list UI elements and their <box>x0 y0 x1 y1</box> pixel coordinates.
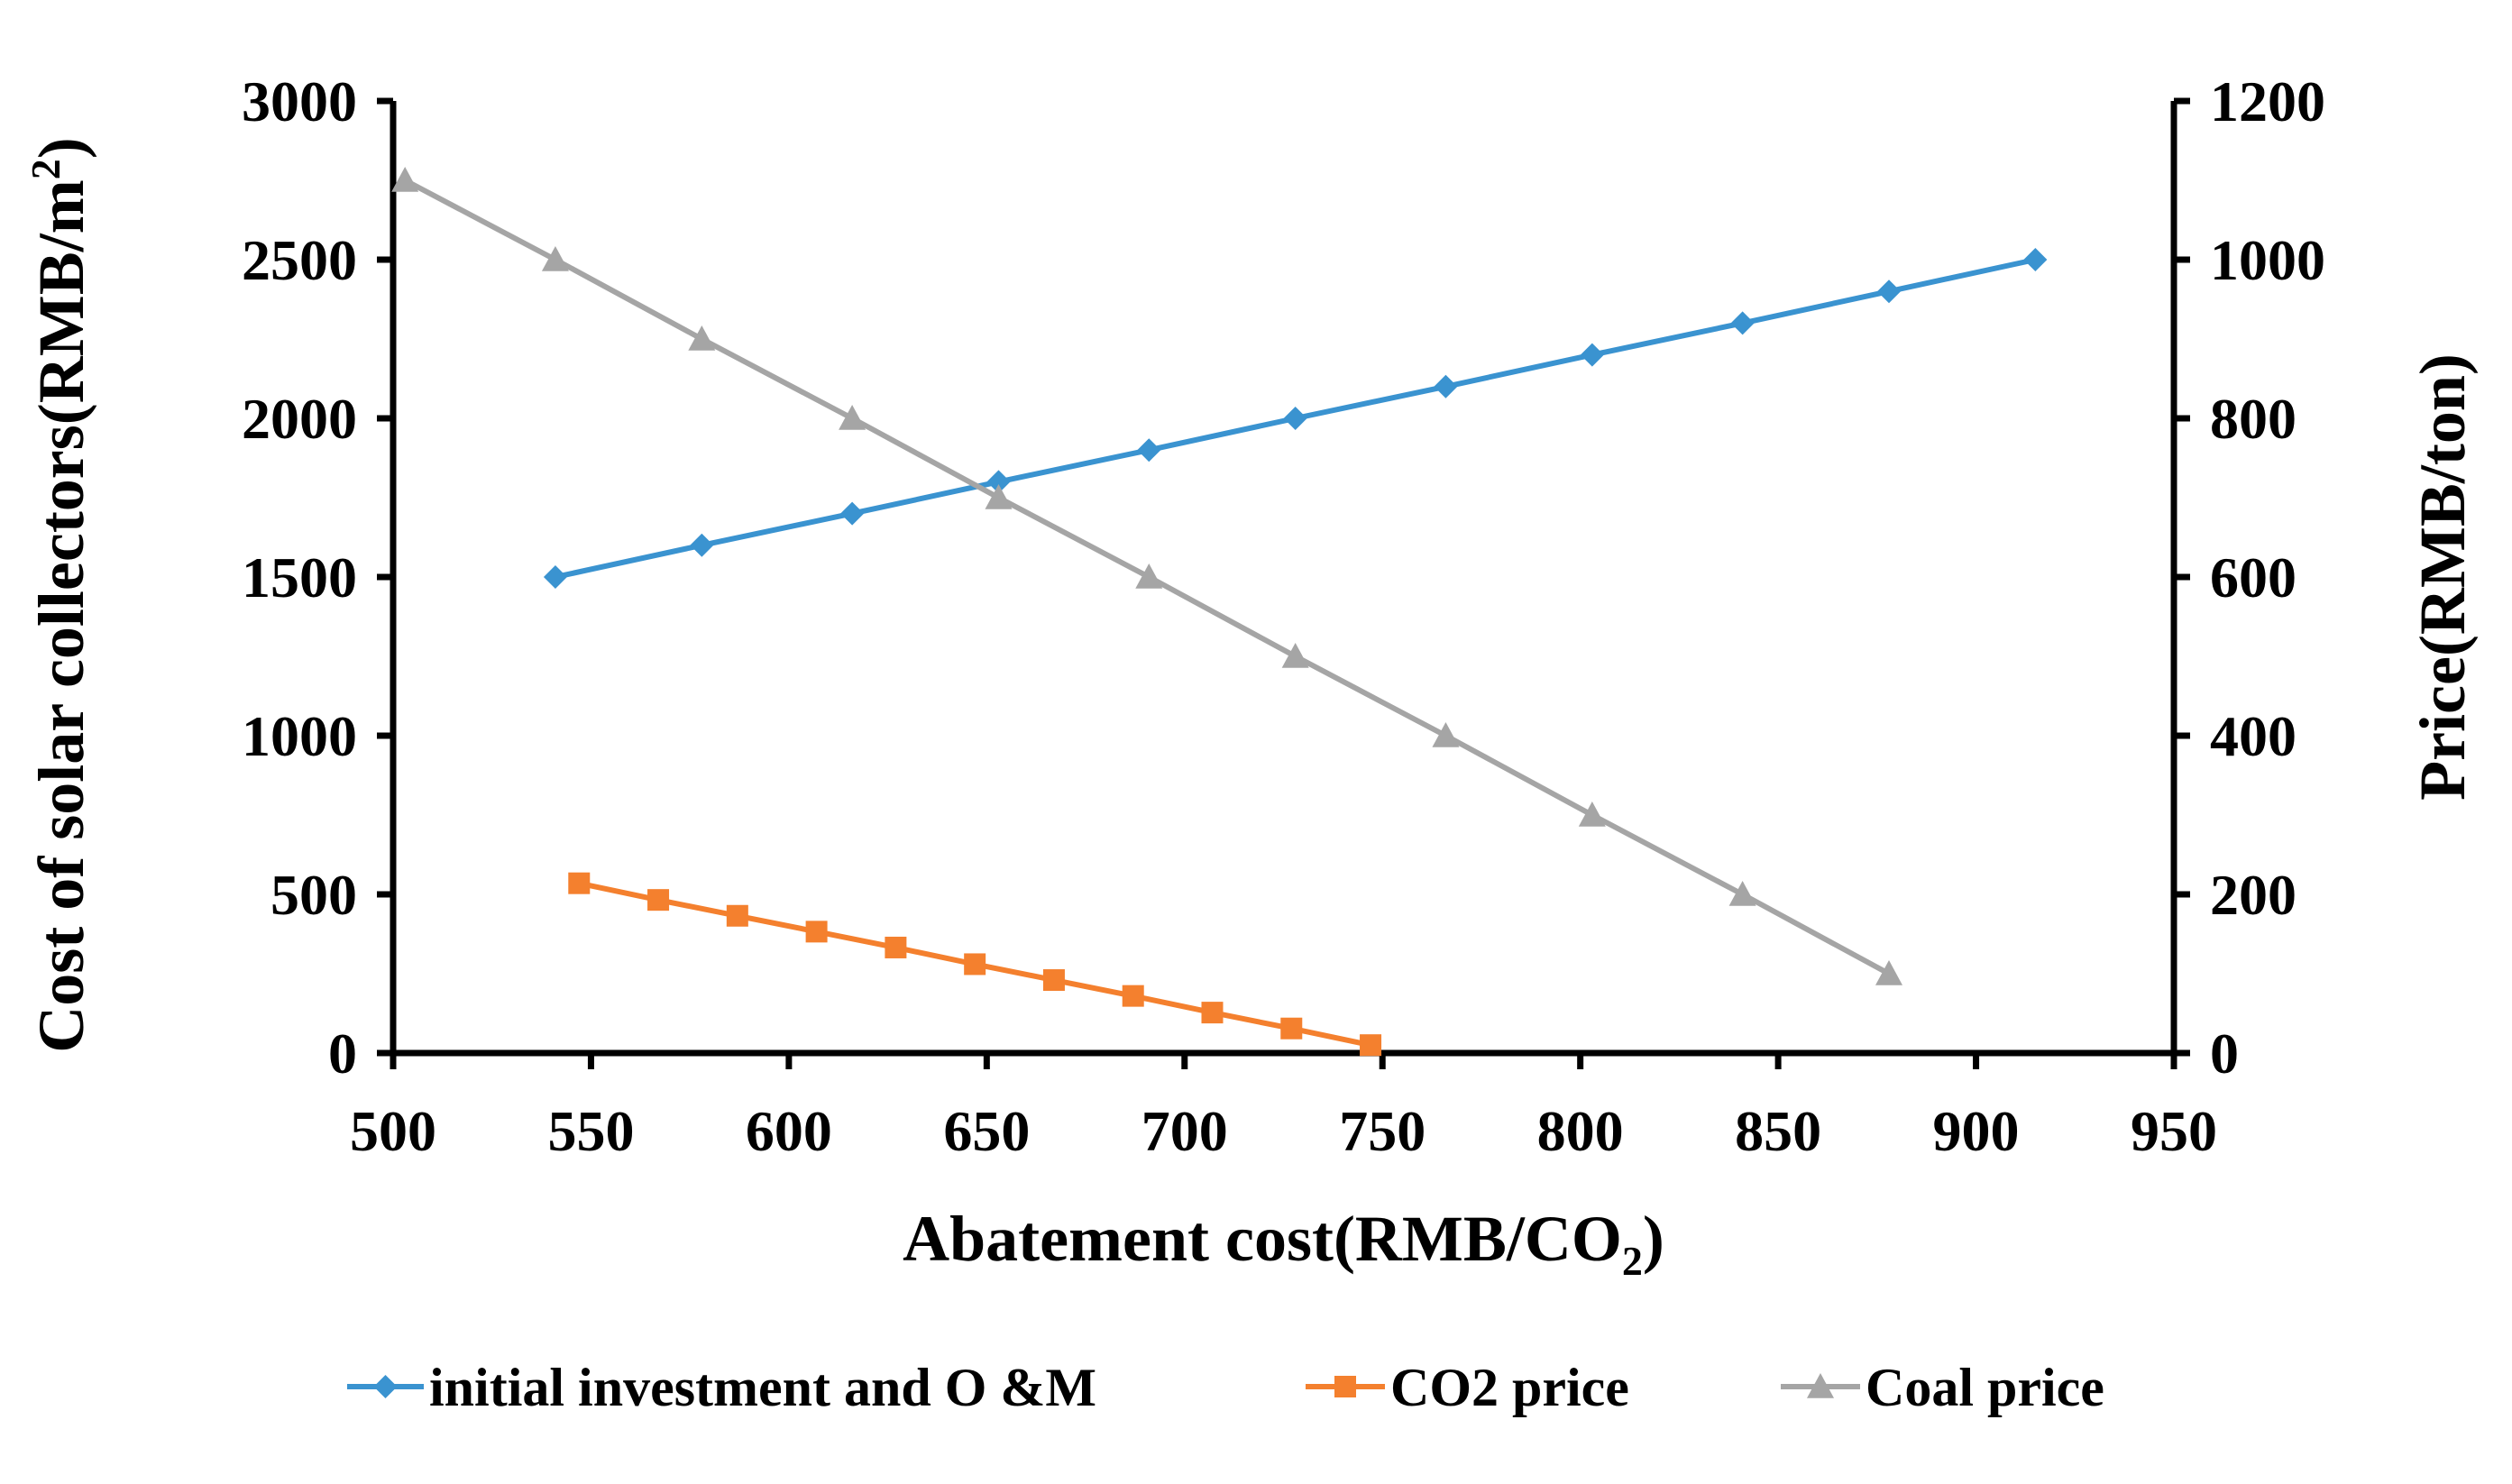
x-axis-tick-label: 700 <box>1141 1099 1228 1163</box>
legend: initial investment and O &M CO2 price Coal… <box>347 1358 2104 1417</box>
legend-label-coal-price: Coal price <box>1866 1358 2104 1417</box>
plot-series <box>391 167 2048 1057</box>
left-axis-tick-label: 2000 <box>242 387 357 451</box>
legend-marker-co2-price <box>1334 1376 1356 1397</box>
x-axis-tick-label: 750 <box>1339 1099 1426 1163</box>
right-axis-tick-label: 1000 <box>2210 228 2325 292</box>
right-axis-tick-label: 800 <box>2210 387 2297 451</box>
legend-label-initial-investment-and-o-m: initial investment and O &M <box>429 1358 1096 1417</box>
x-axis-title: Abatement cost(RMB/CO2) <box>903 1203 1664 1284</box>
data-point-co2-price <box>805 921 828 943</box>
data-point-coal-price <box>1281 643 1309 668</box>
data-point-coal-price <box>1578 802 1606 827</box>
data-point-co2-price <box>1280 1017 1303 1040</box>
data-point-co2-price <box>1201 1002 1224 1024</box>
data-point-coal-price <box>541 246 569 271</box>
data-point-initial-investment-and-o-m <box>690 533 714 557</box>
data-point-initial-investment-and-o-m <box>1730 311 1755 335</box>
data-point-co2-price <box>1122 985 1144 1007</box>
right-axis-tick-label: 0 <box>2210 1021 2239 1086</box>
left-axis-title: Cost of solar collectors(RMB/m2) <box>23 137 97 1052</box>
legend-label-co2-price: CO2 price <box>1390 1358 1629 1417</box>
x-axis-tick-label: 600 <box>746 1099 832 1163</box>
data-point-co2-price <box>568 872 591 894</box>
left-axis-tick-label: 3000 <box>242 69 357 133</box>
data-point-co2-price <box>885 936 907 958</box>
data-point-initial-investment-and-o-m <box>2023 248 2048 271</box>
data-point-initial-investment-and-o-m <box>986 470 1011 494</box>
data-point-coal-price <box>1432 722 1460 747</box>
data-point-coal-price <box>391 167 419 192</box>
data-point-co2-price <box>1042 969 1065 992</box>
data-point-initial-investment-and-o-m <box>1877 279 1901 304</box>
x-axis-tick-label: 500 <box>350 1099 436 1163</box>
right-axis-title: Price(RMB/ton) <box>2407 353 2479 801</box>
left-axis-tick-label: 2500 <box>242 228 357 292</box>
x-axis-tick-label: 900 <box>1933 1099 2020 1163</box>
left-axis-tick-label: 1000 <box>242 704 357 768</box>
data-point-co2-price <box>1360 1034 1382 1057</box>
data-point-initial-investment-and-o-m <box>1283 407 1307 430</box>
right-axis-tick-label: 600 <box>2210 545 2297 609</box>
left-axis-tick-label: 1500 <box>242 545 357 609</box>
data-point-coal-price <box>688 325 716 351</box>
x-axis-tick-label: 950 <box>2131 1099 2217 1163</box>
data-point-co2-price <box>726 904 748 927</box>
data-point-co2-price <box>647 889 670 911</box>
x-axis-tick-label: 800 <box>1537 1099 1624 1163</box>
x-axis-tick-label: 550 <box>547 1099 634 1163</box>
data-point-initial-investment-and-o-m <box>1580 343 1604 367</box>
data-point-coal-price <box>1728 881 1756 906</box>
data-point-coal-price <box>985 484 1013 509</box>
data-point-coal-price <box>1875 960 1902 985</box>
data-point-coal-price <box>1135 563 1163 589</box>
data-point-initial-investment-and-o-m <box>1137 438 1161 463</box>
data-point-initial-investment-and-o-m <box>1434 374 1458 398</box>
data-point-initial-investment-and-o-m <box>543 565 567 589</box>
legend-marker-initial-investment-and-o-m <box>373 1375 398 1398</box>
data-point-co2-price <box>964 953 986 976</box>
left-axis-tick-label: 500 <box>270 863 357 927</box>
legend-marker-coal-price <box>1807 1373 1834 1398</box>
right-axis-tick-label: 400 <box>2210 704 2297 768</box>
data-point-coal-price <box>839 405 866 430</box>
data-point-initial-investment-and-o-m <box>840 501 865 526</box>
left-axis-tick-label: 0 <box>328 1021 357 1086</box>
x-axis-tick-label: 850 <box>1735 1099 1821 1163</box>
x-axis-tick-label: 650 <box>943 1099 1030 1163</box>
right-axis-tick-label: 1200 <box>2210 69 2325 133</box>
axes: 0 500 1000 1500 2000 2500 3000 0 200 400 600 800 100… <box>23 69 2479 1284</box>
right-axis-tick-label: 200 <box>2210 863 2297 927</box>
